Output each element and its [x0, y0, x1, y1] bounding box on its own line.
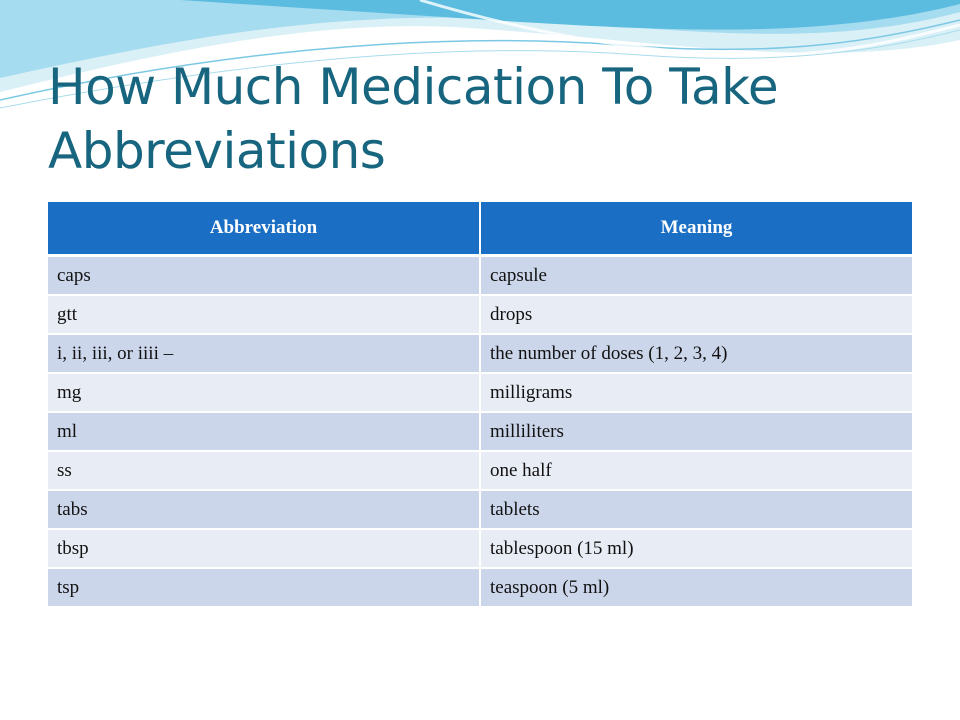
abbreviation-cell: tabs — [48, 490, 481, 530]
meaning-cell: capsule — [480, 255, 912, 296]
table-row: tsp teaspoon (5 ml) — [48, 568, 912, 608]
table-row: ml milliliters — [48, 412, 912, 452]
table-row: i, ii, iii, or iiii – the number of dose… — [48, 334, 912, 374]
abbreviations-table: Abbreviation Meaning caps capsule gtt dr… — [48, 202, 912, 608]
table-row: tbsp tablespoon (15 ml) — [48, 529, 912, 569]
header-meaning: Meaning — [480, 202, 912, 257]
abbreviations-table-container: Abbreviation Meaning caps capsule gtt dr… — [48, 202, 913, 608]
meaning-cell: the number of doses (1, 2, 3, 4) — [480, 334, 912, 374]
table-row: caps capsule — [48, 255, 912, 296]
title-line-2: Abbreviations — [48, 122, 386, 180]
meaning-cell: tablespoon (15 ml) — [480, 529, 912, 569]
abbreviation-cell: i, ii, iii, or iiii – — [48, 334, 481, 374]
abbreviation-cell: ss — [48, 451, 481, 491]
table-header-row: Abbreviation Meaning — [48, 202, 912, 257]
table-row: ss one half — [48, 451, 912, 491]
table-row: mg milligrams — [48, 373, 912, 413]
wave-band-dark — [180, 0, 960, 30]
meaning-cell: milligrams — [480, 373, 912, 413]
abbreviation-cell: tsp — [48, 568, 481, 608]
abbreviation-cell: tbsp — [48, 529, 481, 569]
meaning-cell: teaspoon (5 ml) — [480, 568, 912, 608]
meaning-cell: drops — [480, 295, 912, 335]
wave-line-1 — [0, 19, 960, 101]
abbreviation-cell: caps — [48, 255, 481, 296]
abbreviation-cell: ml — [48, 412, 481, 452]
wave-line-2 — [0, 29, 960, 109]
meaning-cell: one half — [480, 451, 912, 491]
slide-title: How Much Medication To Take Abbreviation… — [48, 55, 928, 183]
abbreviation-cell: gtt — [48, 295, 481, 335]
wave-decoration — [0, 0, 960, 109]
abbreviation-cell: mg — [48, 373, 481, 413]
meaning-cell: milliliters — [480, 412, 912, 452]
meaning-cell: tablets — [480, 490, 912, 530]
wave-highlight — [419, 0, 960, 57]
header-abbreviation: Abbreviation — [48, 202, 481, 257]
table-row: tabs tablets — [48, 490, 912, 530]
title-line-1: How Much Medication To Take — [48, 58, 779, 116]
table-row: gtt drops — [48, 295, 912, 335]
